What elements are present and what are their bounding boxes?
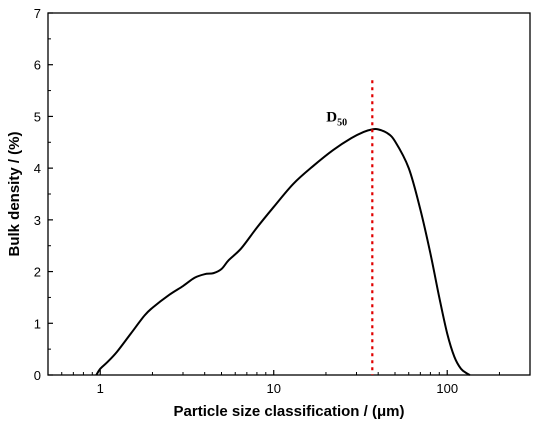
series-line bbox=[95, 127, 471, 376]
y-tick-label: 3 bbox=[34, 213, 41, 228]
x-tick-label: 10 bbox=[266, 381, 280, 396]
plot-frame bbox=[47, 12, 531, 376]
y-tick-label: 4 bbox=[34, 161, 41, 176]
x-tick-label: 1 bbox=[97, 381, 104, 396]
y-tick-label: 6 bbox=[34, 58, 41, 73]
y-tick-label: 0 bbox=[34, 368, 41, 383]
y-axis-title: Bulk density / (%) bbox=[6, 131, 23, 256]
y-tick-label: 1 bbox=[34, 316, 41, 331]
y-tick-label: 7 bbox=[34, 6, 41, 21]
y-tick-label: 2 bbox=[34, 265, 41, 280]
x-tick-label: 100 bbox=[436, 381, 458, 396]
plot-area: 0 1 2 3 4 5 6 7 1 10 100 D50 bbox=[34, 6, 531, 396]
y-tick-label: 5 bbox=[34, 109, 41, 124]
x-axis-title: Particle size classification / (μm) bbox=[174, 403, 405, 420]
d50-label: D50 bbox=[326, 110, 347, 129]
